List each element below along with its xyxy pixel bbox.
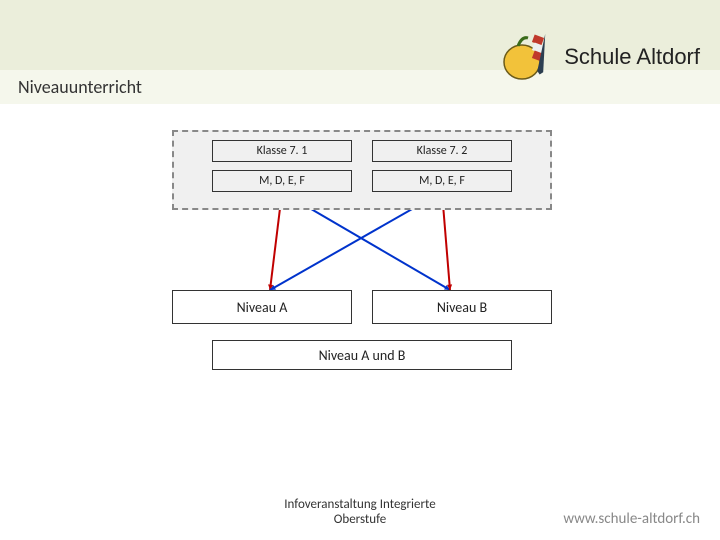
logo: Schule Altdorf — [496, 30, 700, 84]
footer-line1: Infoveranstaltung Integrierte — [284, 497, 435, 512]
page-title: Niveauunterricht — [18, 76, 142, 98]
logo-text: Schule Altdorf — [564, 44, 700, 70]
box-klasse72: Klasse 7. 2 — [372, 140, 512, 162]
box-mdef1: M, D, E, F — [212, 170, 352, 192]
box-niveauB: Niveau B — [372, 290, 552, 324]
diagram-area: Klasse 7. 1 Klasse 7. 2 M, D, E, F M, D, E,… — [0, 130, 720, 490]
apple-icon — [496, 30, 556, 84]
box-klasse71: Klasse 7. 1 — [212, 140, 352, 162]
box-mdef2: M, D, E, F — [372, 170, 512, 192]
box-niveauAB: Niveau A und B — [212, 340, 512, 370]
box-niveauA: Niveau A — [172, 290, 352, 324]
footer-url: www.schule-altdorf.ch — [563, 510, 700, 528]
footer-line2: Oberstufe — [334, 512, 386, 527]
